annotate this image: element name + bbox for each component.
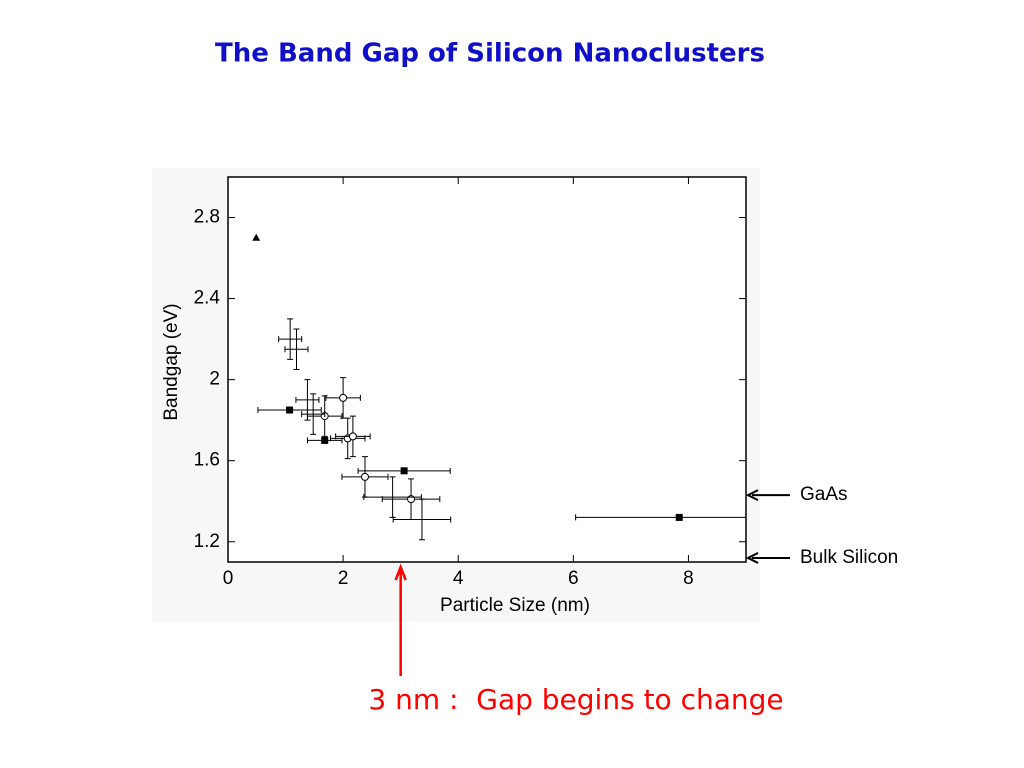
- square-marker: [400, 467, 408, 475]
- x-tick-label: 8: [683, 568, 694, 589]
- y-tick-label: 1.6: [194, 450, 220, 471]
- x-tick-label: 6: [568, 568, 579, 589]
- annotation-arrow: [745, 552, 790, 564]
- y-tick-label: 2: [209, 369, 220, 390]
- y-tick-label: 2.8: [194, 207, 220, 228]
- plot-frame: [227, 176, 747, 563]
- square-marker: [321, 436, 329, 444]
- y-error-bar: [287, 318, 294, 360]
- circle-marker: [339, 393, 348, 402]
- y-error-bar: [304, 379, 311, 421]
- annotation-arrow: [745, 489, 790, 502]
- annotation-arrow: [394, 563, 407, 676]
- annotation-label: Bulk Silicon: [800, 547, 898, 568]
- circle-marker: [348, 432, 357, 441]
- y-tick-label: 2.4: [194, 288, 221, 309]
- x-tick-label: 0: [223, 568, 234, 589]
- y-axis-label: Bandgap (eV): [161, 303, 182, 420]
- square-marker: [286, 406, 294, 414]
- square-marker: [675, 513, 683, 521]
- y-error-bar: [293, 328, 300, 370]
- triangle-marker: [252, 233, 261, 241]
- x-tick-label: 2: [338, 568, 349, 589]
- annotation-label: GaAs: [800, 484, 848, 505]
- y-error-bar: [418, 498, 425, 541]
- x-tick-label: 4: [453, 568, 464, 589]
- circle-marker: [360, 472, 369, 481]
- x-axis-label: Particle Size (nm): [440, 595, 590, 616]
- chart-title: The Band Gap of Silicon Nanoclusters: [215, 39, 765, 69]
- y-tick-label: 1.2: [194, 531, 220, 552]
- x-error-bar: [575, 514, 747, 521]
- y-error-bar: [389, 476, 396, 518]
- y-error-bar: [310, 393, 317, 435]
- annotation-label: 3 nm : Gap begins to change: [368, 683, 783, 716]
